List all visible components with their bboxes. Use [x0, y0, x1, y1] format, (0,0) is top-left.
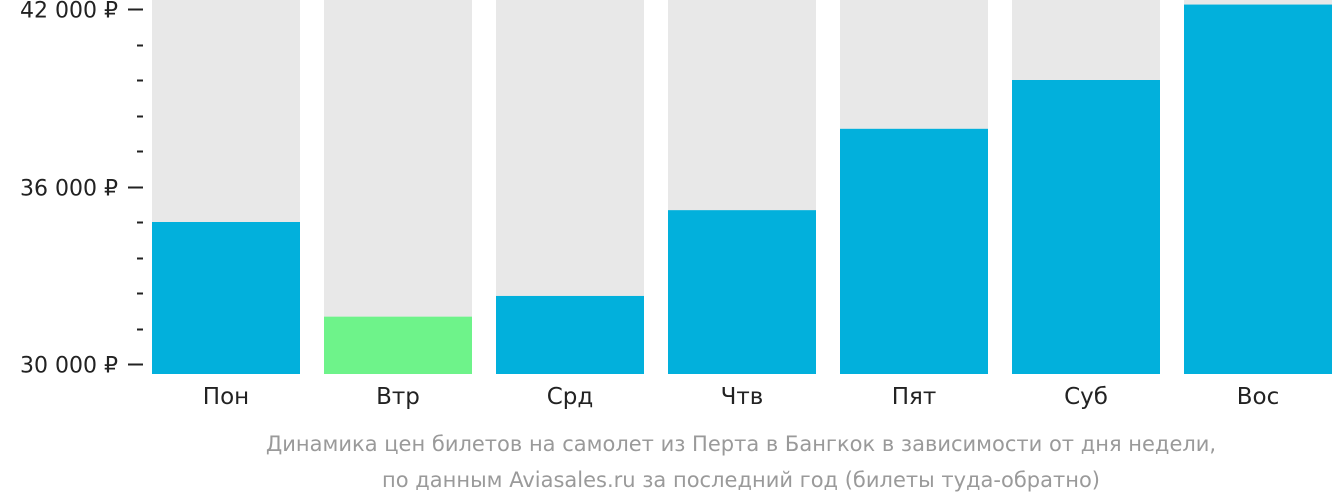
y-axis: 30 000 ₽ 36 000 ₽ 42 000 ₽	[20, 0, 143, 379]
x-tick-label-6: Суб	[1064, 384, 1108, 410]
bars	[152, 0, 1332, 374]
bar-2	[324, 316, 472, 374]
x-tick-label-2: Втр	[376, 384, 420, 410]
x-axis: Пон Втр Срд Чтв Пят Суб Вос	[203, 384, 1279, 410]
bar-4	[668, 210, 816, 374]
bar-7	[1184, 4, 1332, 374]
chart-caption-line-1: Динамика цен билетов на самолет из Перта…	[265, 432, 1217, 456]
bar-3	[496, 295, 644, 374]
bar-5	[840, 128, 988, 374]
y-tick-label-1: 30 000 ₽	[20, 354, 118, 379]
bar-background-2	[324, 0, 472, 374]
bar-1	[152, 222, 300, 374]
x-tick-label-1: Пон	[203, 384, 249, 410]
x-tick-label-7: Вос	[1237, 384, 1280, 410]
bar-6	[1012, 80, 1160, 374]
x-tick-label-3: Срд	[547, 384, 594, 410]
y-tick-label-2: 36 000 ₽	[20, 177, 118, 202]
price-by-weekday-chart: 30 000 ₽ 36 000 ₽ 42 000 ₽ Пон Втр Срд Чтв Пят…	[20, 0, 1332, 410]
y-tick-label-3: 42 000 ₽	[20, 0, 118, 24]
x-tick-label-4: Чтв	[721, 384, 764, 410]
chart-caption-line-2: по данным Aviasales.ru за последний год …	[382, 468, 1100, 492]
x-tick-label-5: Пят	[892, 384, 937, 410]
